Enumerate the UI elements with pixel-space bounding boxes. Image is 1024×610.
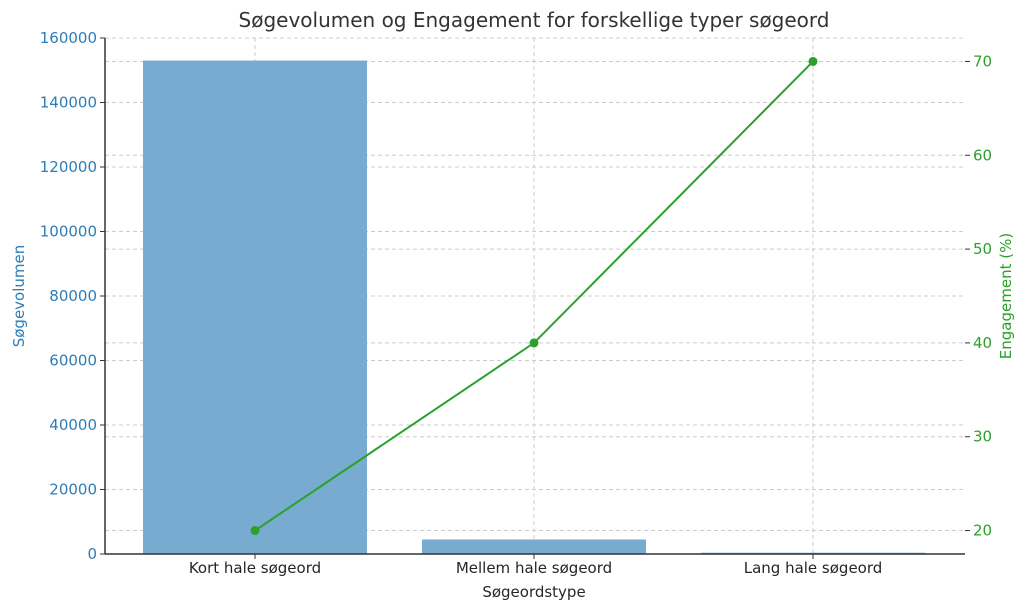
x-tick-label: Lang hale søgeord — [744, 559, 883, 577]
right-tick-label: 50 — [973, 240, 992, 258]
data-point — [529, 338, 539, 348]
left-tick-label: 60000 — [49, 352, 97, 370]
left-tick-label: 140000 — [40, 94, 97, 112]
bar — [422, 539, 646, 554]
left-tick-label: 100000 — [40, 223, 97, 241]
left-tick-label: 80000 — [49, 287, 97, 305]
data-point — [250, 526, 260, 536]
right-tick-label: 70 — [973, 52, 992, 70]
line-series — [250, 56, 818, 536]
left-tick-label: 0 — [87, 545, 97, 563]
right-tick-label: 40 — [973, 334, 992, 352]
x-tick-label: Mellem hale søgeord — [456, 559, 612, 577]
left-tick-label: 160000 — [40, 29, 97, 47]
left-tick-label: 20000 — [49, 481, 97, 499]
axes: 0 20000 40000 60000 80000 100000 120000 140000 1… — [40, 29, 992, 577]
x-axis-label: Søgeordstype — [482, 583, 585, 601]
left-tick-label: 40000 — [49, 416, 97, 434]
left-tick-label: 120000 — [40, 158, 97, 176]
data-point — [808, 56, 818, 66]
x-tick-label: Kort hale søgeord — [189, 559, 321, 577]
right-tick-label: 30 — [973, 428, 992, 446]
right-tick-label: 60 — [973, 146, 992, 164]
right-y-axis-label: Engagement (%) — [997, 233, 1015, 359]
bar — [143, 60, 367, 554]
left-y-axis-label: Søgevolumen — [10, 245, 28, 348]
right-tick-label: 20 — [973, 522, 992, 540]
chart-title: Søgevolumen og Engagement for forskellig… — [239, 8, 830, 32]
